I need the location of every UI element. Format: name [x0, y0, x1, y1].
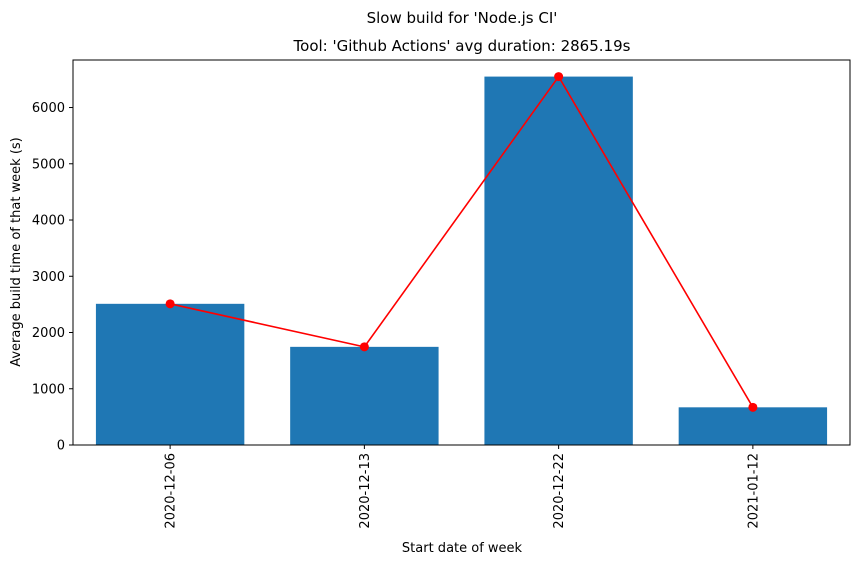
- plot-frame: [72, 59, 851, 446]
- y-tick-label: 2000: [32, 326, 65, 341]
- point-2020-12-06: [165, 299, 175, 309]
- y-tick-label: 6000: [32, 101, 65, 116]
- bar-2020-12-06: [95, 303, 245, 445]
- point-2021-01-12: [748, 402, 758, 412]
- y-axis: 0 1000 2000 3000 4000 5000 6000: [32, 101, 73, 454]
- chart-title: Tool: 'Github Actions' avg duration: 286…: [293, 37, 631, 55]
- x-tick-label: 2021-01-12: [746, 453, 761, 529]
- chart-suptitle: Slow build for 'Node.js CI': [367, 9, 558, 27]
- x-tick-label: 2020-12-06: [164, 453, 179, 529]
- x-tick-label: 2020-12-13: [358, 453, 373, 529]
- bar-2021-01-12: [678, 407, 828, 445]
- point-2020-12-13: [359, 342, 369, 352]
- x-axis: 2020-12-06 2020-12-13 2020-12-22 2021-01-12: [164, 445, 761, 529]
- line-series: [165, 72, 758, 412]
- y-tick-label: 3000: [32, 270, 65, 285]
- bar-2020-12-22: [484, 76, 633, 445]
- bar-2020-12-13: [290, 346, 439, 445]
- y-tick-label: 4000: [32, 214, 65, 229]
- y-tick-label: 1000: [32, 382, 65, 397]
- trend-line: [169, 75, 754, 408]
- y-axis-label: Average build time of that week (s): [9, 137, 24, 367]
- y-tick-label: 5000: [32, 157, 65, 172]
- x-tick-label: 2020-12-22: [552, 453, 567, 529]
- point-2020-12-22: [554, 72, 564, 82]
- bar-series: [95, 76, 828, 445]
- y-tick-label: 0: [57, 439, 65, 454]
- x-axis-label: Start date of week: [402, 541, 523, 556]
